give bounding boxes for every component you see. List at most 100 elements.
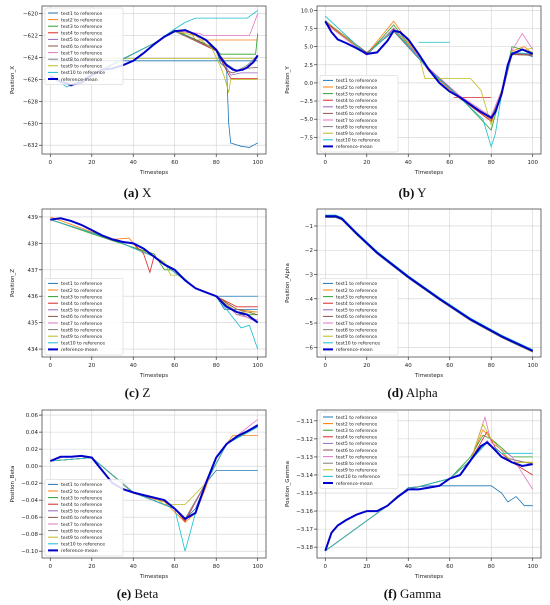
legend-label: test4 to reference (61, 502, 102, 508)
chart-y: 0 20 40 60 80 100 −7.5 −5.0 −2.5 0.0 2.5 5.0 7.5 10.0… (285, 5, 542, 176)
y-tick-label: −3.14 (296, 473, 313, 479)
legend-label: test6 to reference (61, 314, 102, 320)
y-tick-label: 434 (28, 347, 39, 353)
x-axis-label: Timesteps (139, 170, 168, 176)
x-tick-label: 20 (363, 160, 370, 166)
y-tick-label: −0.06 (21, 515, 38, 521)
legend-label: test7 to reference (336, 321, 377, 327)
y-tick-label: −1 (305, 224, 313, 230)
y-tick-label: 436 (28, 294, 39, 300)
x-tick-label: 20 (88, 564, 95, 570)
legend-label: test4 to reference (336, 435, 377, 441)
legend-label: test10 to reference (336, 138, 380, 144)
legend-label: test6 to reference (61, 44, 102, 50)
y-tick-label: 435 (28, 321, 39, 327)
legend-label: test3 to reference (61, 24, 102, 30)
legend-label: test1 to reference (61, 11, 102, 17)
legend-label: test8 to reference (61, 57, 102, 63)
x-tick-label: 40 (130, 160, 137, 166)
y-tick-label: −0.08 (21, 532, 38, 538)
y-tick-label: −6 (305, 345, 314, 351)
y-tick-label: 0.00 (26, 464, 39, 470)
x-tick-label: 80 (488, 564, 495, 570)
legend-label: test2 to reference (61, 489, 102, 495)
y-tick-label: −3.11 (296, 419, 313, 425)
y-tick-label: −630 (23, 121, 39, 127)
legend-label: test6 to reference (336, 448, 377, 454)
legend-label: test4 to reference (61, 301, 102, 307)
plot-frame (316, 409, 542, 559)
chart-z: 0 20 40 60 80 100 434 435 436 437 438 439 Timesteps P… (10, 208, 267, 379)
x-tick-label: 80 (488, 160, 495, 166)
y-tick-label: −3 (305, 273, 314, 279)
series-line-test10 (325, 214, 533, 350)
caption-x: (a) X (123, 185, 152, 200)
y-tick-label: 7.5 (304, 26, 313, 32)
chart-panel-x: 0 20 40 60 80 100 −632 −630 −628 −626 −624 −622 −620… (0, 0, 275, 201)
chart-gamma: 0 20 40 60 80 100 −3.18 −3.17 −3.16 −3.15 −3.14 −3.… (285, 409, 542, 580)
legend-label: reference-mean (61, 347, 98, 353)
legend-box (44, 479, 124, 557)
plot-frame (41, 5, 267, 155)
x-tick-label: 80 (213, 160, 220, 166)
legend-label: test4 to reference (336, 98, 377, 104)
legend-label: test5 to reference (61, 509, 102, 515)
x-tick-label: 40 (130, 363, 137, 369)
chart-panel-gamma: 0 20 40 60 80 100 −3.18 −3.17 −3.16 −3.15 −3.14 −3.… (275, 404, 550, 605)
y-tick-label: −2 (305, 248, 313, 254)
legend-label: test9 to reference (61, 64, 102, 70)
y-axis-label: Position_Beta (10, 466, 16, 503)
legend-label: test6 to reference (336, 111, 377, 117)
caption-alpha: (d) Alpha (387, 385, 438, 400)
legend-label: test2 to reference (336, 421, 377, 427)
x-tick-label: 40 (405, 564, 412, 570)
legend-label: test1 to reference (336, 415, 377, 421)
plot-frame (41, 208, 267, 358)
x-tick-label: 0 (324, 363, 328, 369)
caption-y: (b) Y (398, 185, 427, 200)
x-tick-label: 40 (130, 564, 137, 570)
y-tick-label: −3.16 (296, 509, 313, 515)
y-tick-label: −3.12 (296, 437, 313, 443)
chart-panel-z: 0 20 40 60 80 100 434 435 436 437 438 439 Timesteps P… (0, 203, 275, 404)
x-tick-label: 40 (405, 160, 412, 166)
x-tick-label: 20 (88, 363, 95, 369)
y-tick-label: −3.18 (296, 545, 313, 551)
x-tick-label: 20 (363, 564, 370, 570)
y-tick-label: 0.04 (26, 430, 39, 436)
legend-label: test5 to reference (336, 105, 377, 111)
x-tick-label: 60 (446, 160, 453, 166)
x-tick-label: 0 (324, 160, 328, 166)
y-tick-label: −3.17 (296, 527, 313, 533)
x-tick-label: 60 (171, 160, 178, 166)
y-tick-label: −0.02 (21, 481, 38, 487)
x-tick-label: 100 (527, 564, 538, 570)
series-group (49, 419, 259, 552)
y-tick-label: 437 (28, 268, 39, 274)
series-line-reference-mean (50, 217, 259, 324)
y-tick-label: −632 (23, 143, 38, 149)
legend-label: test6 to reference (336, 314, 377, 320)
y-tick-label: 0.02 (26, 447, 38, 453)
legend-label: test9 to reference (336, 468, 377, 474)
legend-label: test5 to reference (61, 37, 102, 43)
legend-label: test8 to reference (336, 327, 377, 333)
chart-alpha: 0 20 40 60 80 100 −6 −5 −4 −3 −2 −1 Timesteps Positio… (285, 208, 542, 379)
caption-beta: (e) Beta (116, 586, 159, 601)
x-tick-label: 80 (488, 363, 495, 369)
y-tick-label: 10.0 (301, 8, 314, 14)
y-tick-label: −628 (23, 99, 39, 105)
y-tick-label: −2.5 (300, 99, 314, 105)
legend-label: test10 to reference (61, 542, 105, 548)
y-tick-label: −3.15 (296, 491, 313, 497)
legend-label: test7 to reference (61, 50, 102, 56)
legend-label: test7 to reference (336, 118, 377, 124)
legend-box (319, 75, 399, 153)
x-tick-label: 100 (527, 363, 538, 369)
plot-frame (316, 5, 542, 155)
